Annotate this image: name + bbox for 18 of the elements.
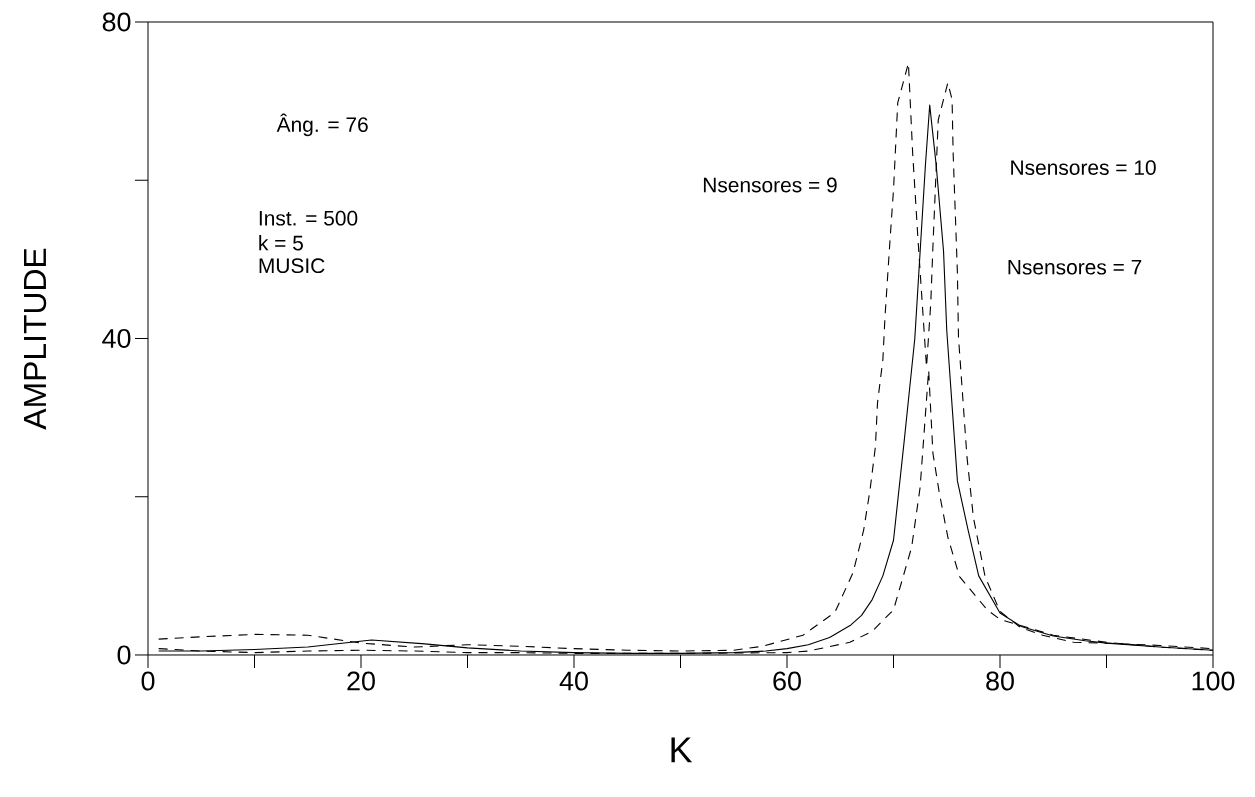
x-tick-label: 40 [559,671,588,691]
annotation: Inst. = 500 [259,210,358,226]
annotation: Nsensores = 7 [1008,259,1142,275]
annotation: MUSIC [259,258,325,274]
x-tick-label: 0 [141,671,155,691]
annotation: Nsensores = 9 [703,177,837,193]
x-tick-label: 20 [347,671,375,691]
annotation: Nsensores = 10 [1011,160,1156,175]
x-tick-label: 80 [986,671,1014,691]
y-tick-label: 80 [102,12,131,32]
y-tick-label: 40 [102,328,131,349]
x-axis-title: K [671,737,693,763]
x-tick-label: 60 [773,671,801,691]
annotation: k = 5 [259,235,303,251]
annotation: Âng. = 76 [276,113,368,137]
y-axis-title: AMPLITUDE [24,248,47,430]
x-tick-label: 100 [1192,671,1235,691]
y-tick-label: 0 [117,645,131,665]
